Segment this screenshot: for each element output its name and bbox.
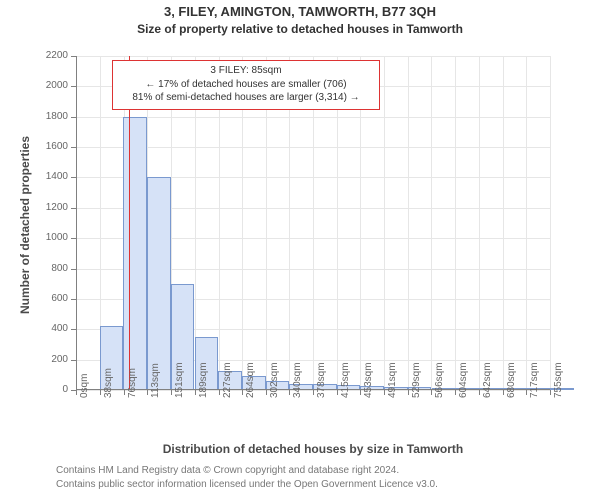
x-tick-label: 680sqm [506, 362, 517, 398]
gridline-vertical [503, 56, 504, 390]
x-tick-label: 529sqm [411, 362, 422, 398]
gridline-vertical [479, 56, 480, 390]
y-tick-label: 2200 [0, 50, 68, 61]
x-tick-mark [384, 390, 385, 395]
footer-attribution: Contains HM Land Registry data © Crown c… [56, 464, 438, 491]
x-tick-label: 378sqm [316, 362, 327, 398]
x-tick-label: 76sqm [127, 368, 138, 398]
y-tick-label: 1800 [0, 111, 68, 122]
x-tick-mark [313, 390, 314, 395]
x-tick-mark [219, 390, 220, 395]
x-tick-mark [171, 390, 172, 395]
y-tick-label: 400 [0, 323, 68, 334]
chart-container: { "header": { "address": "3, FILEY, AMIN… [0, 0, 600, 500]
y-tick-label: 1200 [0, 202, 68, 213]
x-tick-mark [289, 390, 290, 395]
x-tick-mark [76, 390, 77, 395]
y-tick-label: 2000 [0, 80, 68, 91]
footer-line-2: Contains public sector information licen… [56, 478, 438, 492]
x-tick-mark [408, 390, 409, 395]
x-tick-label: 38sqm [103, 368, 114, 398]
y-axis-line [76, 56, 77, 390]
x-tick-label: 604sqm [458, 362, 469, 398]
y-tick-label: 0 [0, 384, 68, 395]
y-tick-label: 1400 [0, 171, 68, 182]
y-tick-label: 800 [0, 263, 68, 274]
x-tick-mark [266, 390, 267, 395]
x-tick-mark [147, 390, 148, 395]
y-tick-label: 600 [0, 293, 68, 304]
annotation-box: 3 FILEY: 85sqm ← 17% of detached houses … [112, 60, 380, 110]
page-subtitle: Size of property relative to detached ho… [0, 22, 600, 36]
y-tick-label: 1600 [0, 141, 68, 152]
x-tick-mark [431, 390, 432, 395]
x-tick-label: 189sqm [198, 362, 209, 398]
x-tick-label: 566sqm [434, 362, 445, 398]
x-tick-label: 491sqm [387, 362, 398, 398]
x-axis-line [76, 389, 550, 390]
x-tick-mark [337, 390, 338, 395]
gridline-vertical [550, 56, 551, 390]
histogram-bar [123, 117, 147, 390]
page-title: 3, FILEY, AMINGTON, TAMWORTH, B77 3QH [0, 4, 600, 19]
x-tick-mark [360, 390, 361, 395]
x-axis-title: Distribution of detached houses by size … [76, 442, 550, 456]
x-tick-mark [195, 390, 196, 395]
histogram-bar [147, 177, 171, 390]
gridline-vertical [384, 56, 385, 390]
x-tick-label: 340sqm [292, 362, 303, 398]
gridline-vertical [455, 56, 456, 390]
gridline-vertical [408, 56, 409, 390]
x-tick-label: 717sqm [529, 362, 540, 398]
x-tick-label: 642sqm [482, 362, 493, 398]
x-tick-label: 113sqm [150, 363, 161, 398]
footer-line-1: Contains HM Land Registry data © Crown c… [56, 464, 438, 478]
x-tick-label: 302sqm [269, 362, 280, 398]
x-tick-mark [124, 390, 125, 395]
gridline-vertical [526, 56, 527, 390]
annotation-line-3: 81% of semi-detached houses are larger (… [117, 91, 375, 105]
y-tick-label: 1000 [0, 232, 68, 243]
x-tick-mark [455, 390, 456, 395]
gridline-vertical [431, 56, 432, 390]
x-tick-mark [479, 390, 480, 395]
x-tick-label: 0sqm [79, 374, 90, 398]
y-tick-label: 200 [0, 354, 68, 365]
x-tick-mark [503, 390, 504, 395]
x-tick-label: 755sqm [553, 362, 564, 398]
x-tick-mark [100, 390, 101, 395]
x-tick-label: 264sqm [245, 362, 256, 398]
x-tick-mark [242, 390, 243, 395]
y-axis-title: Number of detached properties [18, 136, 32, 314]
x-tick-mark [526, 390, 527, 395]
x-tick-label: 415sqm [340, 362, 351, 398]
x-tick-label: 227sqm [222, 362, 233, 398]
x-tick-label: 151sqm [174, 362, 185, 398]
x-tick-mark [550, 390, 551, 395]
annotation-line-2: ← 17% of detached houses are smaller (70… [117, 78, 375, 92]
annotation-line-1: 3 FILEY: 85sqm [117, 64, 375, 78]
x-tick-label: 453sqm [363, 362, 374, 398]
